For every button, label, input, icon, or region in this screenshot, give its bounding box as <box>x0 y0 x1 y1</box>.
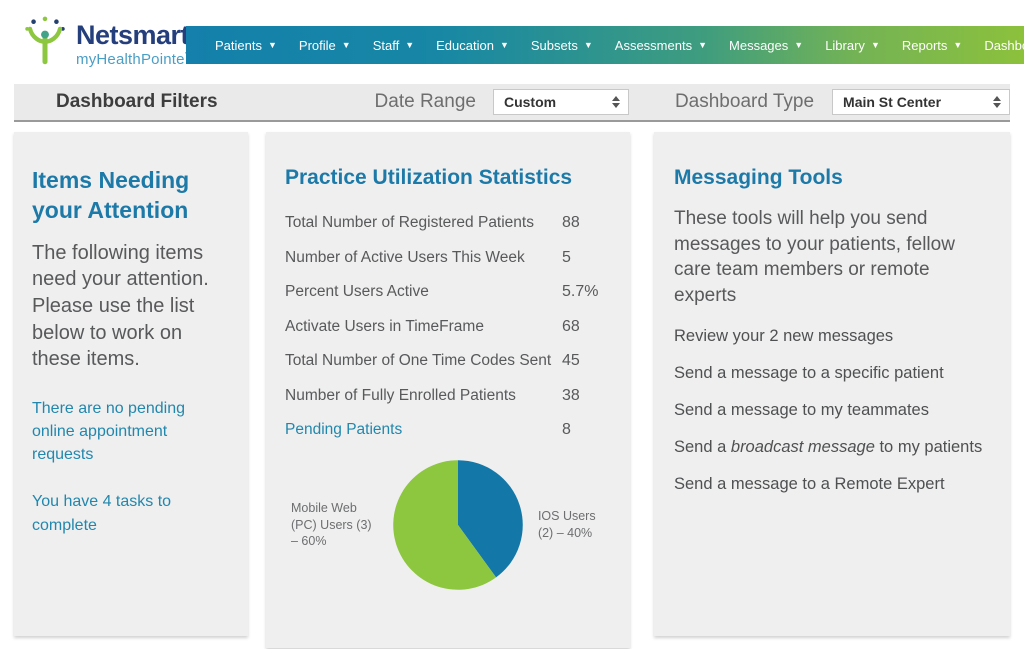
pie-slice-mobile-web <box>393 460 497 590</box>
tasks-to-complete-link[interactable]: You have 4 tasks to complete <box>32 493 172 534</box>
message-specific-patient-link[interactable]: Send a message to a specific patient <box>674 363 944 382</box>
dashboard-type-label: Dashboard Type <box>674 91 815 112</box>
nav-item-subsets[interactable]: Subsets ▼ <box>530 37 593 53</box>
netsmart-logo: Netsmart myHealthPointe’ <box>22 16 190 68</box>
nav-item-education[interactable]: Education ▼ <box>436 37 509 53</box>
nav-item-profile[interactable]: Profile ▼ <box>298 37 351 53</box>
pie-label-mobile-web: Mobile Web (PC) Users (3) – 60% <box>291 500 372 549</box>
netsmart-tree-icon <box>25 16 65 65</box>
dashboard-type-select[interactable]: Main St Center <box>832 89 1011 115</box>
table-row: Number of Active Users This Week 5 <box>285 248 571 266</box>
chevron-down-icon: ▼ <box>267 39 277 50</box>
messaging-tools-panel: Messaging Tools These tools will help yo… <box>654 132 1010 636</box>
page-header: Netsmart myHealthPointe’ Patients▼ Profi… <box>0 0 1024 84</box>
practice-title: Practice Utilization Statistics <box>285 166 573 189</box>
date-range-label: Date Range <box>374 91 476 112</box>
items-attention-panel: Items Needing your Attention The followi… <box>14 132 248 636</box>
message-teammates-link[interactable]: Send a message to my teammates <box>674 400 929 419</box>
filters-title: Dashboard Filters <box>56 91 218 112</box>
messaging-body: These tools will help you send messages … <box>674 208 955 306</box>
nav-item-library[interactable]: Library ▼ <box>825 37 880 53</box>
nav-item-patients[interactable]: Patients ▼ <box>215 37 277 53</box>
messaging-title: Messaging Tools <box>674 166 843 189</box>
pie-slice-ios <box>457 460 523 578</box>
chevron-down-icon: ▼ <box>405 39 415 50</box>
nav-item-reports[interactable]: Reports ▼ <box>901 37 963 53</box>
brand-name: Netsmart <box>76 20 190 50</box>
nav-item-staff[interactable]: Staff ▼ <box>372 37 415 53</box>
nav-item-messages[interactable]: Messages ▼ <box>729 37 804 53</box>
table-row: Total Number of One Time Codes Sent 45 <box>285 352 580 369</box>
table-row: Total Number of Registered Patients 88 <box>285 214 580 231</box>
pie-chart-svg <box>393 460 523 590</box>
platform-pie-chart: Mobile Web (PC) Users (3) – 60% IOS User… <box>285 457 612 593</box>
chevron-down-icon: ▼ <box>341 39 351 50</box>
table-row: Number of Fully Enrolled Patients 38 <box>285 386 580 404</box>
broadcast-message-link[interactable]: Send a broadcast message to my patients <box>674 437 983 456</box>
main-nav: Patients ▼ Profile ▼ Staff ▼ Education ▼ Sub… <box>186 26 1024 64</box>
pie-label-ios: IOS Users (2) – 40% <box>537 509 596 540</box>
chevron-down-icon: ▼ <box>794 39 804 50</box>
select-arrows-icon <box>611 96 620 108</box>
table-row: Pending Patients 8 <box>285 421 571 438</box>
select-arrows-icon <box>993 96 1002 108</box>
table-row: Activate Users in TimeFrame 68 <box>285 317 580 335</box>
nav-item-assessments[interactable]: Assessments ▼ <box>614 37 708 53</box>
dashboard-filters-bar: Dashboard Filters Date Range Custom Dash… <box>14 84 1011 122</box>
message-remote-expert-link[interactable]: Send a message to a Remote Expert <box>674 474 945 493</box>
practice-utilization-panel: Practice Utilization Statistics Total Nu… <box>266 132 630 648</box>
practice-stats-table: Total Number of Registered Patients 88 N… <box>285 214 612 439</box>
attention-body: The following items need your attention.… <box>32 241 209 371</box>
attention-title: Items Needing your Attention <box>32 167 190 223</box>
date-range-select[interactable]: Custom <box>492 89 629 115</box>
table-row: Percent Users Active 5.7% <box>285 283 599 300</box>
pending-patients-link[interactable]: Pending Patients <box>285 421 403 438</box>
chevron-down-icon: ▼ <box>953 39 963 50</box>
review-messages-link[interactable]: Review your 2 new messages <box>674 326 894 345</box>
chevron-down-icon: ▼ <box>870 39 880 50</box>
pending-appointments-link[interactable]: There are no pending online appointment … <box>32 399 185 464</box>
nav-item-dashboards[interactable]: Dashboards▼ <box>984 37 1024 53</box>
chevron-down-icon: ▼ <box>698 39 708 50</box>
chevron-down-icon: ▼ <box>583 39 593 50</box>
brand-product: myHealthPointe’ <box>76 51 186 68</box>
chevron-down-icon: ▼ <box>499 39 509 50</box>
